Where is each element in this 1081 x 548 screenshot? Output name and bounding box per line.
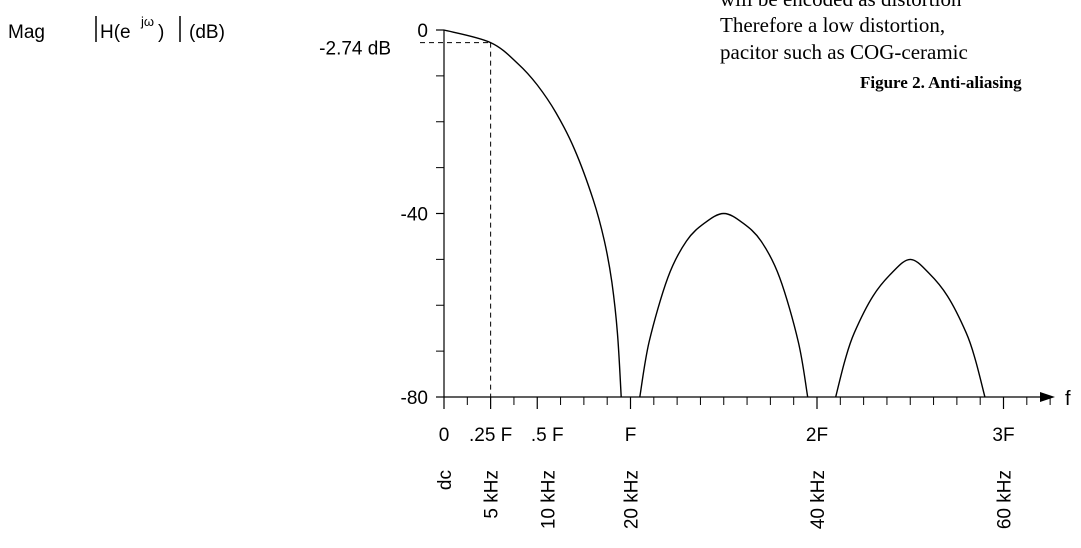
response-curves (443, 29, 986, 398)
y-label-mag: Mag (8, 22, 45, 43)
x-tick-label: F (625, 425, 637, 446)
x-axis-label: f (1065, 388, 1071, 410)
x-tick-label: .25 F (469, 425, 512, 446)
response-lobe-2 (639, 212, 809, 398)
doc-line-2: Therefore a low distortion, (720, 13, 945, 37)
y-label-unit: (dB) (189, 22, 225, 43)
doc-line-3: pacitor such as COG-ceramic (720, 40, 968, 64)
x-frequency-label: 40 kHz (808, 470, 829, 529)
response-lobe-1 (443, 29, 622, 398)
x-axis-arrow-icon (1040, 392, 1055, 402)
y-label-h: H(e (100, 22, 131, 43)
x-frequency-label: 5 kHz (482, 470, 503, 519)
y-tick-label: 0 (417, 21, 428, 42)
marker-label: -2.74 dB (319, 39, 391, 60)
y-axis-label: Mag H(e jω ) (dB) (8, 14, 225, 43)
x-frequency-label: 60 kHz (995, 470, 1016, 529)
doc-line-1: will be encoded as distortion (720, 0, 962, 11)
figure-caption: Figure 2. Anti-aliasing (860, 73, 1022, 92)
y-ticks: 0 -40 -80 (401, 21, 444, 409)
x-tick-label: 3F (992, 425, 1014, 446)
x-tick-label: 0 (439, 425, 450, 446)
x-frequency-label: dc (435, 470, 456, 490)
passband-marker: -2.74 dB (319, 39, 492, 397)
x-frequency-label: 20 kHz (622, 470, 643, 529)
response-lobe-3 (835, 258, 986, 398)
y-tick-label: -80 (401, 388, 428, 409)
x-tick-label: 2F (806, 425, 828, 446)
y-tick-label: -40 (401, 205, 428, 226)
x-ticks: 0 dc .25 F 5 kHz .5 F 10 kHz F 20 kHz 2F 40 kHz 3F… (435, 397, 1051, 529)
x-frequency-label: 10 kHz (538, 470, 559, 529)
x-tick-label: .5 F (531, 425, 564, 446)
document-text: will be encoded as distortion Therefore … (720, 0, 1022, 92)
y-label-superscript: jω (140, 14, 154, 29)
y-label-close: ) (158, 22, 164, 43)
